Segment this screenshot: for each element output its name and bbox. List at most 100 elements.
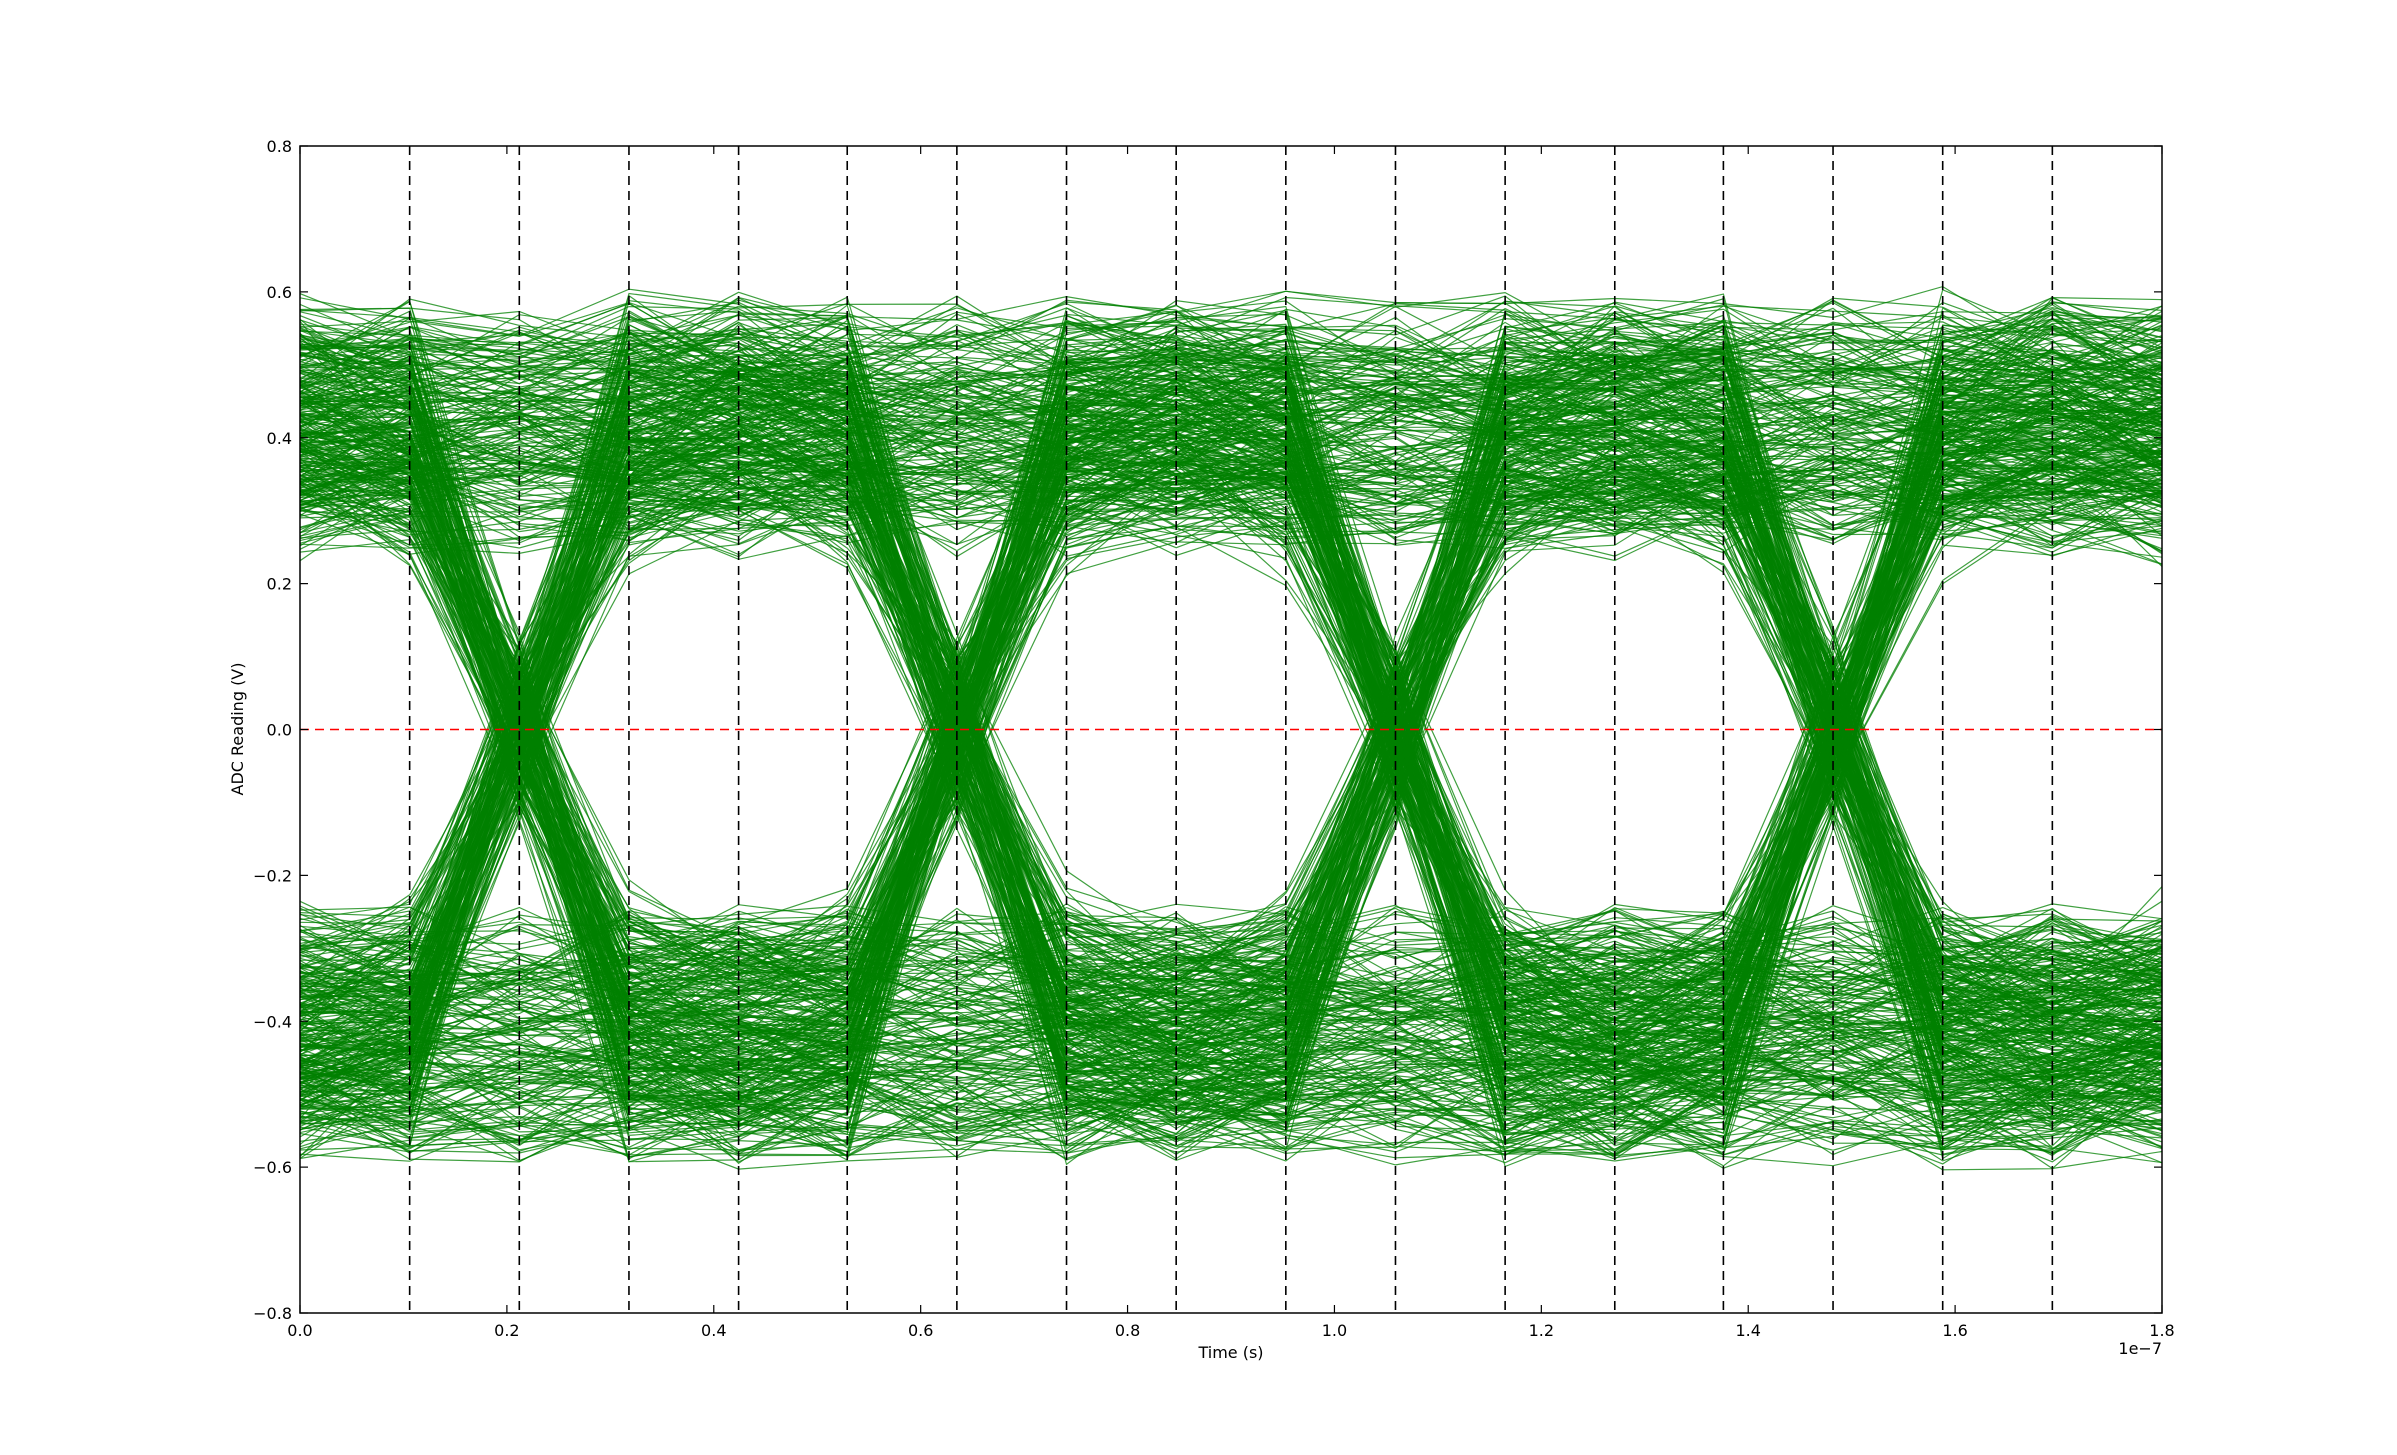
y-tick-label: −0.8 (253, 1304, 292, 1323)
trace-line (300, 943, 2162, 1030)
trace-line (300, 389, 2162, 1016)
trace-line (300, 285, 2162, 1160)
trace-line (300, 336, 2162, 1163)
trace-line (300, 301, 2162, 1155)
trace-line (300, 434, 2162, 1027)
trace-line (300, 372, 2162, 1104)
trace-line (300, 296, 2162, 1165)
trace-line (300, 467, 2162, 952)
trace-line (300, 455, 2162, 1005)
trace-line (300, 471, 2162, 993)
trace-line (300, 402, 2162, 1072)
trace-line (300, 1027, 2162, 1093)
trace-line (300, 390, 2162, 1070)
x-tick-label: 1.8 (2149, 1321, 2174, 1340)
trace-line (300, 359, 2162, 1111)
trace-line (300, 365, 2162, 1100)
trace-line (300, 329, 2162, 1152)
trace-line (300, 288, 2162, 1160)
trace-line (300, 364, 2162, 1065)
trace-line (300, 460, 2162, 986)
y-tick-label: −0.2 (253, 866, 292, 885)
trace-line (300, 1004, 2162, 1090)
trace-line (300, 454, 2162, 983)
trace-line (300, 314, 2162, 1133)
x-tick-label: 0.6 (908, 1321, 933, 1340)
trace-line (300, 487, 2162, 962)
x-axis-ticks: 0.0 0.2 0.4 0.6 0.8 1.0 1.2 1.4 1.6 1.8 (287, 146, 2175, 1340)
trace-line (300, 383, 2162, 1063)
trace-line (300, 360, 2162, 445)
x-axis-label: Time (s) (1197, 1343, 1263, 1362)
trace-line (300, 1078, 2162, 1151)
trace-line (300, 1088, 2162, 1157)
trace-line (300, 458, 2162, 997)
x-tick-label: 0.0 (287, 1321, 312, 1340)
y-tick-label: 0.0 (267, 721, 292, 740)
trace-line (300, 456, 2162, 999)
trace-line (300, 380, 2162, 1034)
trace-line (300, 354, 2162, 1084)
trace-line (300, 323, 2162, 1151)
x-tick-label: 1.6 (1942, 1321, 1967, 1340)
trace-line (300, 366, 2162, 1090)
trace-line (300, 439, 2162, 1092)
trace-line (300, 369, 2162, 1077)
trace-line (300, 305, 2162, 1158)
trace-line (300, 397, 2162, 1062)
y-tick-label: −0.6 (253, 1158, 292, 1177)
trace-line (300, 396, 2162, 1066)
trace-line (300, 471, 2162, 987)
trace-line (300, 431, 2162, 1066)
trace-line (300, 432, 2162, 1032)
trace-line (300, 439, 2162, 1034)
trace-line (300, 1050, 2162, 1131)
trace-line (300, 412, 2162, 1037)
trace-line (300, 307, 2162, 1135)
trace-line (300, 481, 2162, 990)
trace-line (300, 373, 2162, 1082)
trace-line (300, 311, 2162, 399)
trace-line (300, 460, 2162, 1006)
trace-line (300, 467, 2162, 1000)
trace-line (300, 295, 2162, 1167)
x-tick-label: 1.0 (1322, 1321, 1347, 1340)
trace-line (300, 331, 2162, 1117)
trace-line (300, 299, 2162, 1150)
trace-line (300, 361, 2162, 437)
trace-line (300, 437, 2162, 1056)
trace-line (300, 438, 2162, 1006)
trace-line (300, 346, 2162, 1097)
trace-line (300, 460, 2162, 988)
trace-line (300, 416, 2162, 1049)
trace-line (300, 361, 2162, 1094)
y-tick-label: 0.4 (267, 429, 292, 448)
trace-line (300, 342, 2162, 1118)
trace-line (300, 319, 2162, 1149)
trace-line (300, 319, 2162, 1150)
x-tick-label: 0.4 (701, 1321, 726, 1340)
y-axis-label: ADC Reading (V) (228, 663, 247, 796)
y-tick-label: −0.4 (253, 1012, 292, 1031)
trace-line (300, 468, 2162, 1003)
trace-line (300, 316, 2162, 1120)
trace-line (300, 363, 2162, 1109)
trace-line (300, 325, 2162, 1133)
trace-line (300, 365, 2162, 448)
trace-line (300, 324, 2162, 1135)
trace-line (300, 398, 2162, 1084)
trace-line (300, 348, 2162, 1098)
trace-line (300, 439, 2162, 1026)
trace-line (300, 393, 2162, 1076)
trace-line (300, 474, 2162, 987)
trace-line (300, 479, 2162, 961)
y-tick-label: 0.8 (267, 137, 292, 156)
trace-line (300, 326, 2162, 1159)
trace-line (300, 357, 2162, 1113)
y-tick-label: 0.6 (267, 283, 292, 302)
trace-line (300, 462, 2162, 1006)
trace-line (300, 502, 2162, 1005)
trace-line (300, 347, 2162, 1099)
